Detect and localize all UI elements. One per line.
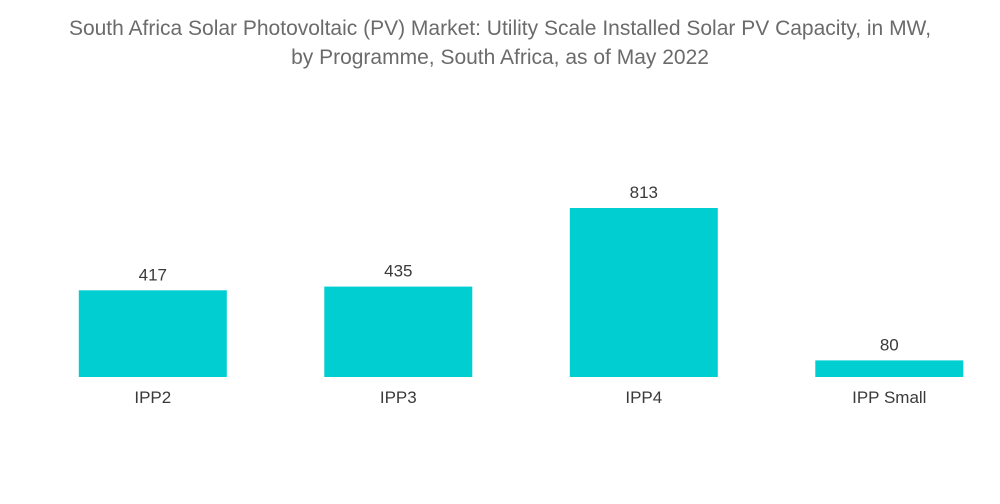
bar-ipp4 <box>569 208 718 377</box>
chart-title: South Africa Solar Photovoltaic (PV) Mar… <box>0 14 1000 72</box>
data-label-ipp-small: 80 <box>880 335 899 354</box>
category-label-ipp-small: IPP Small <box>852 388 926 407</box>
bar-ipp-small <box>815 360 964 377</box>
chart-title-line-2: by Programme, South Africa, as of May 20… <box>291 46 709 69</box>
chart-title-line-1: South Africa Solar Photovoltaic (PV) Mar… <box>68 17 932 40</box>
data-label-ipp4: 813 <box>630 183 658 202</box>
category-label-ipp2: IPP2 <box>134 388 171 407</box>
data-label-ipp2: 417 <box>139 265 167 284</box>
data-label-ipp3: 435 <box>384 262 412 281</box>
bar-ipp3 <box>324 286 473 377</box>
bar-ipp2 <box>78 290 227 377</box>
category-label-ipp4: IPP4 <box>625 388 662 407</box>
category-label-ipp3: IPP3 <box>380 388 417 407</box>
